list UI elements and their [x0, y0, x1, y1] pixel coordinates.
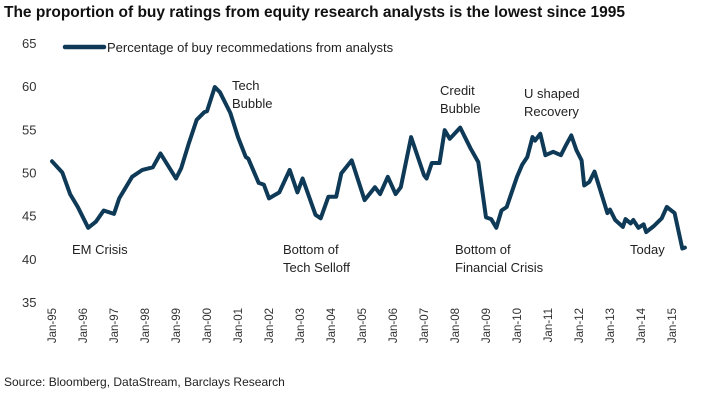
x-tick-label: Jan-97	[109, 308, 121, 343]
annotations: EM Crisis Tech Bubble Bottom of Tech Selloff…	[72, 78, 665, 275]
legend-label: Percentage of buy recommedations from an…	[107, 40, 394, 55]
annotation: EM Crisis	[72, 242, 128, 257]
annotation-text: Recovery	[524, 104, 579, 119]
annotation-text: EM Crisis	[72, 242, 128, 257]
x-tick-label: Jan-04	[326, 307, 338, 343]
x-tick-label: Jan-01	[233, 308, 245, 343]
x-tick-label: Jan-14	[636, 307, 648, 343]
y-tick-label: 65	[22, 36, 36, 51]
annotation-text: Bubble	[440, 101, 480, 116]
annotation-text: Today	[630, 242, 665, 257]
series-line-buy-recommendations	[50, 85, 687, 251]
x-tick-label: Jan-07	[419, 308, 431, 343]
y-tick-label: 55	[22, 122, 36, 137]
annotation: Credit Bubble	[440, 83, 480, 116]
x-tick-label: Jan-99	[171, 308, 183, 343]
y-tick-label: 45	[22, 209, 36, 224]
x-tick-label: Jan-10	[512, 308, 524, 343]
annotation-text: Credit	[440, 83, 475, 98]
y-tick-label: 50	[22, 166, 36, 181]
x-tick-label: Jan-03	[295, 308, 307, 343]
annotation: U shaped Recovery	[524, 86, 580, 119]
y-tick-label: 40	[22, 252, 36, 267]
x-tick-label: Jan-02	[264, 308, 276, 343]
annotation-text: Bottom of	[455, 242, 511, 257]
annotation-text: Tech	[232, 78, 259, 93]
x-tick-label: Jan-12	[574, 308, 586, 343]
annotation-text: Financial Crisis	[455, 260, 544, 275]
x-tick-label: Jan-95	[47, 308, 59, 343]
annotation: Tech Bubble	[232, 78, 272, 111]
x-tick-label: Jan-05	[357, 308, 369, 343]
annotation-text: U shaped	[524, 86, 580, 101]
x-tick-label: Jan-13	[605, 308, 617, 343]
annotation-text: Bottom of	[283, 242, 339, 257]
y-tick-label: 35	[22, 295, 36, 310]
y-tick-label: 60	[22, 79, 36, 94]
legend: Percentage of buy recommedations from an…	[62, 40, 394, 55]
x-tick-label: Jan-96	[78, 308, 90, 343]
x-tick-label: Jan-15	[667, 308, 679, 343]
x-tick-label: Jan-08	[450, 308, 462, 343]
annotation-text: Bubble	[232, 96, 272, 111]
x-tick-label: Jan-11	[543, 308, 555, 342]
x-tick-label: Jan-06	[388, 308, 400, 343]
x-tick-label: Jan-98	[140, 308, 152, 343]
annotation-text: Tech Selloff	[283, 260, 350, 275]
x-tick-label: Jan-00	[202, 308, 214, 343]
annotation: Today	[630, 242, 665, 257]
y-axis: 35 40 45 50 55 60 65	[22, 36, 36, 310]
source-note: Source: Bloomberg, DataStream, Barclays …	[4, 375, 285, 389]
x-axis: Jan-95 Jan-96 Jan-97 Jan-98 Jan-99 Jan-00 Jan-…	[47, 307, 679, 343]
chart-title: The proportion of buy ratings from equit…	[4, 4, 626, 21]
annotation: Bottom of Tech Selloff	[283, 242, 350, 275]
annotation: Bottom of Financial Crisis	[455, 242, 544, 275]
x-tick-label: Jan-09	[481, 308, 493, 343]
